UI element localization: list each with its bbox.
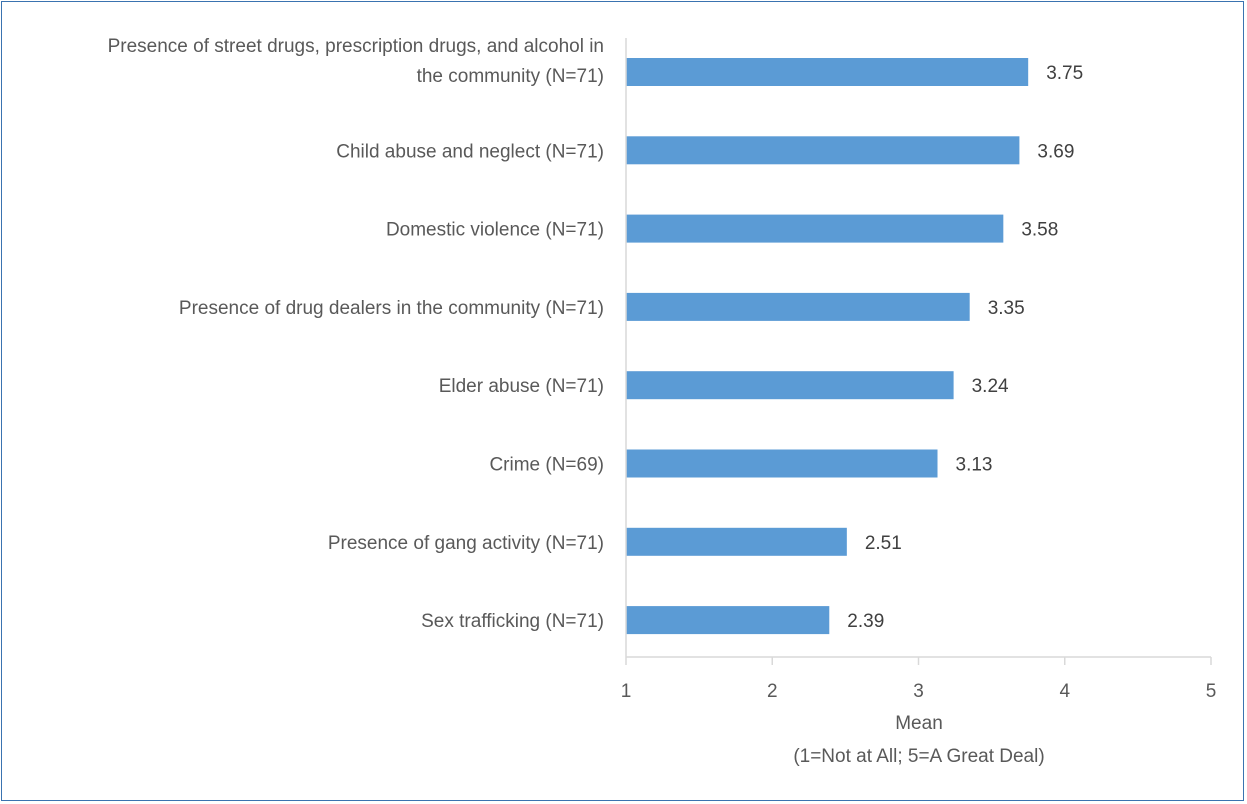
bar-6 [626, 449, 938, 478]
x-tick-label-3: 3 [913, 681, 924, 702]
x-axis-title: Mean [895, 713, 943, 734]
bar-1 [626, 58, 1029, 86]
category-label-1: Presence of street drugs, prescription d… [108, 36, 604, 87]
bar-3 [626, 214, 1004, 243]
category-label-6: Crime (N=69) [489, 455, 604, 476]
value-label-7: 2.51 [865, 533, 902, 554]
x-tick-label-1: 1 [621, 681, 632, 702]
x-tick-label-5: 5 [1206, 681, 1217, 702]
bar-4 [626, 292, 970, 321]
value-label-2: 3.69 [1037, 141, 1074, 162]
bar-5 [626, 371, 954, 400]
bar-2 [626, 136, 1020, 165]
value-label-1: 3.75 [1046, 63, 1083, 84]
category-label-3: Domestic violence (N=71) [386, 220, 604, 241]
bar-7 [626, 527, 847, 556]
category-label-7: Presence of gang activity (N=71) [328, 533, 604, 554]
value-label-6: 3.13 [956, 455, 993, 476]
x-ticks: 1 2 3 4 5 [621, 657, 1217, 702]
category-label-4: Presence of drug dealers in the communit… [179, 298, 604, 319]
x-tick-label-4: 4 [1059, 681, 1070, 702]
category-label-5: Elder abuse (N=71) [439, 376, 604, 397]
value-label-4: 3.35 [988, 298, 1025, 319]
value-label-3: 3.58 [1021, 220, 1058, 241]
value-label-5: 3.24 [972, 376, 1009, 397]
category-labels: Presence of street drugs, prescription d… [108, 36, 604, 632]
bars [626, 58, 1029, 635]
value-label-8: 2.39 [847, 611, 884, 632]
x-axis-subtitle: (1=Not at All; 5=A Great Deal) [793, 746, 1044, 767]
category-label-8: Sex trafficking (N=71) [421, 611, 604, 632]
bar-8 [626, 606, 830, 635]
category-label-2: Child abuse and neglect (N=71) [336, 141, 604, 162]
value-labels: 3.75 3.69 3.58 3.35 3.24 3.13 2.51 2.39 [847, 63, 1083, 632]
axes [625, 38, 1211, 658]
x-tick-label-2: 2 [767, 681, 778, 702]
